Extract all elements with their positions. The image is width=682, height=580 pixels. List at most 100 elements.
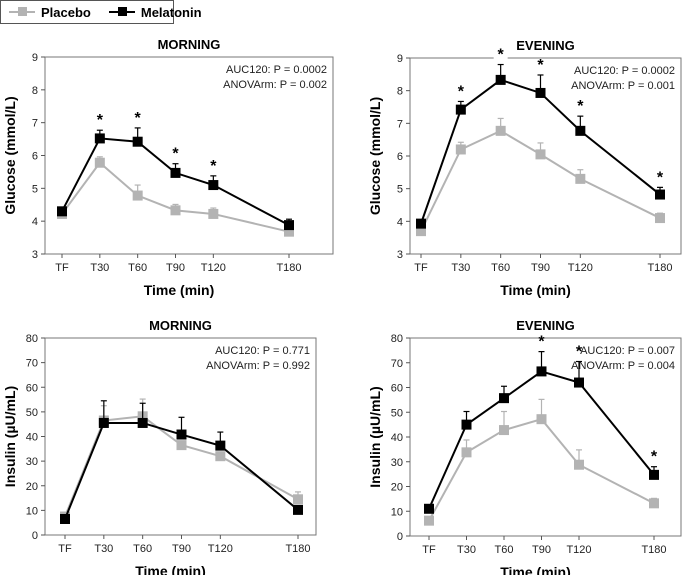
data-point-melatonin bbox=[293, 504, 303, 515]
data-point-melatonin bbox=[536, 366, 547, 377]
y-tick-label: 70 bbox=[391, 358, 403, 370]
y-tick-label: 3 bbox=[32, 249, 38, 261]
y-axis-label: Glucose (mmol/L) bbox=[367, 97, 383, 215]
data-point-melatonin bbox=[284, 220, 294, 231]
x-axis-label: Time (min) bbox=[500, 282, 571, 298]
x-tick-label: T120 bbox=[201, 262, 226, 274]
y-tick-label: 5 bbox=[397, 184, 403, 196]
x-axis-label: Time (min) bbox=[144, 282, 215, 298]
x-tick-label: T180 bbox=[647, 262, 672, 274]
x-axis-label: Time (min) bbox=[500, 564, 571, 575]
data-point-placebo bbox=[461, 447, 472, 458]
y-tick-label: 6 bbox=[32, 151, 38, 163]
y-tick-label: 50 bbox=[26, 407, 38, 419]
y-tick-label: 9 bbox=[32, 52, 38, 64]
data-point-melatonin bbox=[655, 189, 665, 200]
stat-annotation: AUC120: P = 0.0002 bbox=[226, 64, 327, 76]
panel-4: EVENING 0 10 20 30 40 50 60 70 80 TF T30 T60 T90 T120 T… bbox=[367, 318, 682, 580]
x-tick-label: T60 bbox=[495, 544, 514, 556]
series-line-melatonin bbox=[428, 370, 655, 510]
data-point-placebo bbox=[455, 144, 466, 155]
data-point-melatonin bbox=[424, 503, 434, 514]
significance-star: * bbox=[97, 112, 104, 129]
data-point-placebo bbox=[293, 494, 303, 505]
data-point-melatonin bbox=[574, 377, 584, 388]
x-tick-label: TF bbox=[55, 262, 69, 274]
y-tick-label: 30 bbox=[26, 456, 38, 468]
data-point-placebo bbox=[495, 125, 506, 136]
y-axis-label: Glucose (mmol/L) bbox=[2, 96, 18, 214]
data-point-melatonin bbox=[416, 218, 426, 229]
data-point-placebo bbox=[284, 226, 294, 237]
data-point-melatonin bbox=[170, 167, 181, 178]
y-tick-label: 30 bbox=[391, 457, 403, 469]
stat-annotation: ANOVArm: P = 0.002 bbox=[223, 79, 327, 91]
data-point-melatonin bbox=[461, 419, 472, 430]
x-tick-label: T30 bbox=[451, 262, 470, 274]
data-point-placebo bbox=[574, 459, 584, 470]
x-tick-label: T60 bbox=[491, 262, 510, 274]
data-point-melatonin bbox=[215, 440, 226, 451]
series-line-placebo bbox=[61, 161, 290, 233]
significance-star: * bbox=[537, 57, 544, 74]
y-tick-label: 8 bbox=[32, 85, 38, 97]
x-tick-label: T180 bbox=[276, 262, 301, 274]
y-tick-label: 60 bbox=[391, 383, 403, 395]
data-point-melatonin bbox=[176, 429, 187, 440]
y-tick-label: 6 bbox=[397, 151, 403, 163]
y-tick-label: 0 bbox=[397, 531, 403, 543]
data-point-placebo bbox=[424, 515, 434, 526]
x-tick-label: T120 bbox=[568, 262, 593, 274]
legend-item-melatonin: Melatonin bbox=[108, 4, 202, 20]
panel-2: EVENING 3 4 5 6 7 8 9 TF T30 T60 T90 T120 T180 Time (m… bbox=[367, 38, 682, 298]
data-point-melatonin bbox=[132, 136, 143, 147]
legend-item-placebo: Placebo bbox=[9, 5, 91, 20]
data-point-melatonin bbox=[455, 104, 466, 115]
y-tick-label: 10 bbox=[26, 505, 38, 517]
panel-title: MORNING bbox=[158, 37, 221, 52]
x-tick-label: T90 bbox=[172, 543, 191, 555]
x-tick-label: T30 bbox=[457, 544, 476, 556]
x-tick-label: T180 bbox=[641, 544, 666, 556]
y-tick-label: 10 bbox=[391, 506, 403, 518]
legend: Placebo Melatonin bbox=[0, 0, 202, 24]
data-point-placebo bbox=[655, 213, 665, 224]
y-tick-label: 80 bbox=[26, 333, 38, 345]
data-point-melatonin bbox=[535, 87, 546, 98]
y-tick-label: 80 bbox=[391, 333, 403, 345]
stat-annotation: ANOVArm: P = 0.001 bbox=[571, 80, 675, 92]
stat-annotation: AUC120: P = 0.0002 bbox=[574, 65, 675, 77]
x-tick-label: TF bbox=[414, 262, 428, 274]
significance-star: * bbox=[577, 98, 584, 115]
significance-star: * bbox=[538, 334, 545, 351]
x-tick-label: T30 bbox=[90, 262, 109, 274]
data-point-placebo bbox=[649, 498, 659, 509]
data-point-placebo bbox=[575, 173, 586, 184]
data-point-placebo bbox=[535, 149, 546, 160]
data-point-melatonin bbox=[208, 180, 219, 191]
legend-label: Melatonin bbox=[140, 4, 202, 20]
x-tick-label: T60 bbox=[128, 262, 147, 274]
data-point-melatonin bbox=[98, 417, 109, 428]
y-tick-label: 20 bbox=[391, 482, 403, 494]
data-point-melatonin bbox=[499, 393, 509, 404]
data-point-placebo bbox=[170, 205, 181, 216]
series-line-melatonin bbox=[64, 421, 299, 520]
legend-swatch-placebo bbox=[9, 7, 35, 16]
frame-gap bbox=[493, 56, 508, 60]
data-point-placebo bbox=[176, 440, 187, 451]
y-tick-label: 7 bbox=[32, 118, 38, 130]
series-line-melatonin bbox=[420, 78, 661, 224]
data-point-placebo bbox=[208, 208, 219, 219]
x-tick-label: TF bbox=[422, 544, 436, 556]
stat-annotation: AUC120: P = 0.007 bbox=[580, 345, 675, 357]
data-point-placebo bbox=[132, 190, 143, 201]
y-tick-label: 40 bbox=[391, 432, 403, 444]
data-point-melatonin bbox=[60, 513, 70, 524]
data-point-melatonin bbox=[495, 74, 506, 85]
x-tick-label: T30 bbox=[94, 543, 113, 555]
stat-annotation: AUC120: P = 0.771 bbox=[215, 345, 310, 357]
significance-star: * bbox=[172, 146, 179, 163]
